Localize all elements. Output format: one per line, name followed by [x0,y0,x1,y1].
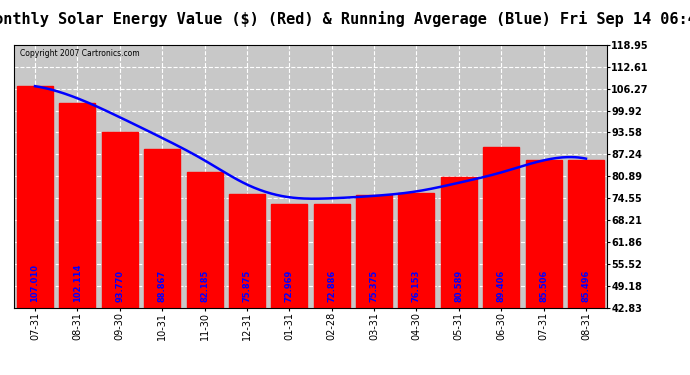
Bar [59,103,95,308]
Text: 72.969: 72.969 [285,270,294,302]
Text: 89.406: 89.406 [497,270,506,302]
Bar [186,172,223,308]
Text: 88.867: 88.867 [157,270,167,302]
Text: 107.010: 107.010 [30,264,39,302]
Text: 75.375: 75.375 [370,270,379,302]
Bar [356,195,392,308]
Text: 85.506: 85.506 [539,270,548,302]
Text: Monthly Solar Energy Value ($) (Red) & Running Avgerage (Blue) Fri Sep 14 06:42: Monthly Solar Energy Value ($) (Red) & R… [0,11,690,27]
Text: 102.114: 102.114 [73,264,82,302]
Bar [398,193,435,308]
Text: 93.770: 93.770 [115,270,124,302]
Text: 80.589: 80.589 [454,270,464,302]
Bar [271,204,307,308]
Text: 76.153: 76.153 [412,270,421,302]
Bar [229,194,265,308]
Text: Copyright 2007 Cartronics.com: Copyright 2007 Cartronics.com [20,49,139,58]
Bar [441,177,477,308]
Text: 82.185: 82.185 [200,270,209,302]
Bar [568,160,604,308]
Bar [17,86,53,308]
Text: 85.496: 85.496 [582,270,591,302]
Text: 75.875: 75.875 [242,270,251,302]
Bar [526,160,562,308]
Bar [101,132,138,308]
Bar [144,149,180,308]
Bar [483,147,520,308]
Text: 72.886: 72.886 [327,270,336,302]
Bar [314,204,350,308]
